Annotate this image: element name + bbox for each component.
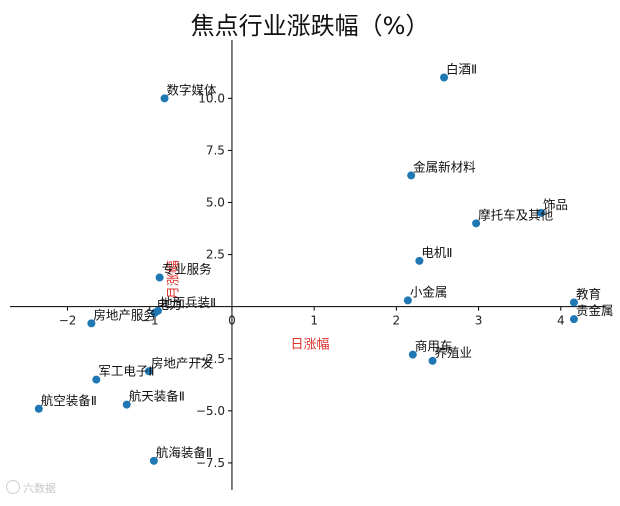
data-point	[149, 456, 158, 465]
data-point	[87, 319, 96, 328]
y-tick-label: −5.0	[196, 404, 225, 418]
point-label: 军工电子Ⅱ	[98, 364, 154, 379]
x-tick-label: 0	[228, 314, 236, 328]
point-label: 电机Ⅱ	[421, 245, 452, 260]
point-label: 摩托车及其他	[478, 207, 554, 222]
y-tick-label: 2.5	[206, 248, 225, 262]
point-label: 贵金属	[576, 303, 614, 318]
point-label: 养殖业	[435, 345, 473, 360]
y-tick-label: −2.5	[196, 352, 225, 366]
point-label: 金属新材料	[413, 159, 476, 174]
data-point	[34, 404, 43, 413]
y-tick-label: 7.5	[206, 143, 225, 157]
data-point	[153, 306, 162, 315]
point-label: 房地产服务	[93, 307, 156, 322]
data-point	[403, 296, 412, 305]
data-point	[144, 367, 153, 376]
point-label: 地面兵装Ⅱ	[160, 295, 216, 310]
watermark: 六数据	[6, 480, 56, 496]
point-label: 专业服务	[162, 262, 212, 277]
point-label: 航海装备Ⅱ	[156, 445, 212, 460]
point-label: 饰品	[543, 197, 568, 212]
watermark-text: 六数据	[23, 482, 56, 495]
point-label: 商用车	[415, 339, 453, 354]
data-point	[408, 350, 417, 359]
x-tick-label: 2	[393, 314, 401, 328]
x-tick-label: 1	[310, 314, 318, 328]
point-label: 航天装备Ⅱ	[129, 389, 185, 404]
data-point	[415, 256, 424, 265]
point-label: 航空装备Ⅱ	[41, 393, 97, 408]
data-point	[472, 219, 481, 228]
data-point	[407, 171, 416, 180]
x-tick-label: −2	[59, 314, 77, 328]
point-label: 电力	[157, 297, 182, 312]
chart-title: 焦点行业涨跌幅（%）	[191, 12, 430, 40]
y-tick-label: 10.0	[198, 91, 225, 105]
watermark-logo-icon	[6, 480, 20, 494]
y-axis-label: 月涨幅	[167, 260, 182, 299]
data-point	[92, 375, 101, 384]
x-tick-label: 4	[557, 314, 565, 328]
point-label: 白酒Ⅱ	[446, 62, 477, 77]
point-label: 房地产开发	[151, 355, 214, 370]
y-tick-label: −7.5	[196, 456, 225, 470]
y-tick-label: 5.0	[206, 196, 225, 210]
data-point	[428, 356, 437, 365]
data-point	[122, 400, 131, 409]
point-label: 小金属	[410, 284, 448, 299]
data-point	[537, 208, 546, 217]
data-point	[440, 73, 449, 82]
point-label: 教育	[576, 287, 601, 302]
data-point	[155, 273, 164, 282]
x-axis-label: 日涨幅	[291, 338, 330, 353]
data-point	[160, 94, 169, 103]
x-tick-label: −1	[141, 314, 159, 328]
data-point	[569, 315, 578, 324]
point-label: 数字媒体	[167, 82, 218, 97]
x-tick-label: 3	[475, 314, 483, 328]
data-point	[569, 298, 578, 307]
